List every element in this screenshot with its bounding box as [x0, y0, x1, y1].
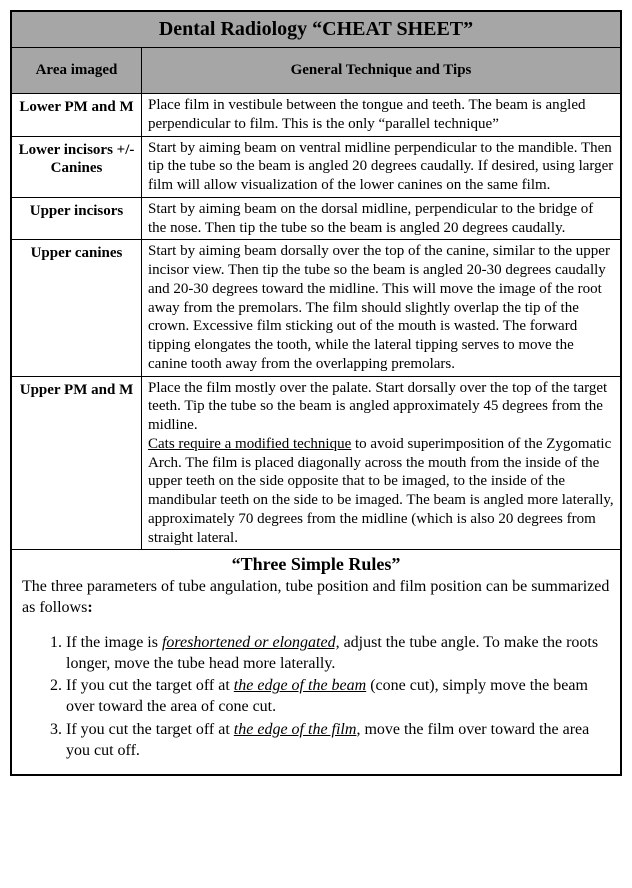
area-cell: Upper canines [12, 240, 142, 375]
header-row: Area imaged General Technique and Tips [12, 48, 620, 94]
technique-cell: Start by aiming beam on ventral midline … [142, 137, 620, 197]
table-row: Lower PM and M Place film in vestibule b… [12, 94, 620, 137]
area-cell: Lower incisors +/- Canines [12, 137, 142, 197]
rules-intro-text: The three parameters of tube angulation,… [22, 578, 609, 616]
rules-intro-colon: : [87, 599, 92, 616]
technique-text-underlined: Cats require a modified technique [148, 436, 351, 452]
rule-text: If the image is [66, 634, 162, 651]
technique-cell: Start by aiming beam dorsally over the t… [142, 240, 620, 375]
table-row: Upper incisors Start by aiming beam on t… [12, 198, 620, 241]
technique-cell: Place the film mostly over the palate. S… [142, 377, 620, 550]
technique-cell: Place film in vestibule between the tong… [142, 94, 620, 136]
cheat-sheet-table: Dental Radiology “CHEAT SHEET” Area imag… [10, 10, 622, 776]
rule-text: If you cut the target off at [66, 721, 234, 738]
rule-text-emphasis: foreshortened or elongated, [162, 634, 340, 651]
technique-text: Place the film mostly over the palate. S… [148, 380, 607, 434]
rule-text-emphasis: the edge of the film [234, 721, 357, 738]
rules-section: “Three Simple Rules” The three parameter… [12, 550, 620, 773]
rules-list: If the image is foreshortened or elongat… [22, 633, 610, 762]
sheet-title: Dental Radiology “CHEAT SHEET” [12, 12, 620, 48]
area-cell: Upper incisors [12, 198, 142, 240]
list-item: If you cut the target off at the edge of… [66, 720, 610, 762]
rules-intro: The three parameters of tube angulation,… [22, 577, 610, 619]
rule-text: If you cut the target off at [66, 677, 234, 694]
list-item: If the image is foreshortened or elongat… [66, 633, 610, 675]
area-cell: Lower PM and M [12, 94, 142, 136]
list-item: If you cut the target off at the edge of… [66, 676, 610, 718]
rules-title: “Three Simple Rules” [22, 554, 610, 575]
table-row: Upper canines Start by aiming beam dorsa… [12, 240, 620, 376]
area-cell: Upper PM and M [12, 377, 142, 550]
table-row: Upper PM and M Place the film mostly ove… [12, 377, 620, 551]
header-technique: General Technique and Tips [142, 48, 620, 93]
header-area-imaged: Area imaged [12, 48, 142, 93]
technique-text: to avoid superimposition of the Zygomati… [148, 436, 614, 546]
technique-cell: Start by aiming beam on the dorsal midli… [142, 198, 620, 240]
rule-text-emphasis: the edge of the beam [234, 677, 366, 694]
table-row: Lower incisors +/- Canines Start by aimi… [12, 137, 620, 198]
